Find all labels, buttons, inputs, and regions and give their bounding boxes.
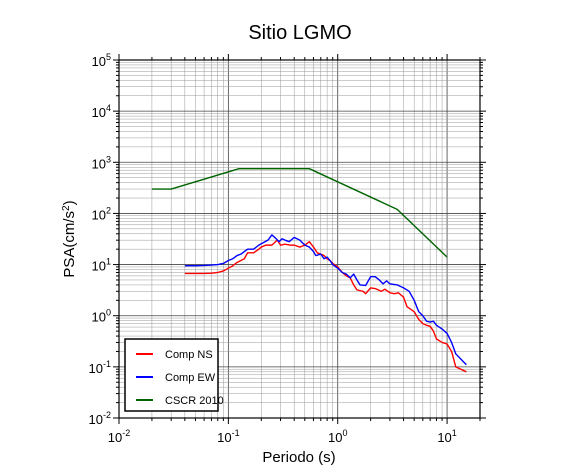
y-tick-label-exp: 1 <box>106 257 111 267</box>
series-line-0 <box>184 239 467 373</box>
x-tick-label-base: 10 <box>328 430 342 445</box>
legend-label-0: Comp NS <box>165 349 213 361</box>
y-tick-label: 101 <box>92 257 111 274</box>
y-tick-label: 100 <box>92 308 111 325</box>
x-tick-label-base: 10 <box>437 430 451 445</box>
y-tick-label-base: 10 <box>89 412 103 427</box>
series-layer <box>151 167 467 373</box>
y-axis-label-sup: 2 <box>61 205 72 211</box>
y-axis-label: PSA(cm/s2) <box>61 200 79 277</box>
y-tick-label: 104 <box>92 103 111 120</box>
y-tick-label: 103 <box>92 154 111 171</box>
y-tick-label-exp: 0 <box>106 308 111 318</box>
legend-label-1: Comp EW <box>165 372 216 384</box>
chart-title: Sitio LGMO <box>248 22 351 44</box>
x-tick-label: 10-1 <box>217 428 239 445</box>
y-tick-label-base: 10 <box>92 207 106 222</box>
x-tick-label: 101 <box>437 428 456 445</box>
y-tick-label-base: 10 <box>92 310 106 325</box>
x-tick-label-base: 10 <box>217 430 231 445</box>
legend: Comp NS Comp EW CSCR 2010 <box>124 338 224 412</box>
x-tick-label-exp: -1 <box>232 428 240 438</box>
x-axis-label: Periodo (s) <box>262 449 335 466</box>
series-line-2 <box>151 167 448 258</box>
x-tick-label-exp: 0 <box>342 428 347 438</box>
y-tick-label: 10-2 <box>89 410 111 427</box>
x-tick-label-base: 10 <box>108 430 122 445</box>
y-tick-label-exp: -1 <box>103 359 111 369</box>
x-tick-label-exp: 1 <box>452 428 457 438</box>
y-tick-label: 10-1 <box>89 359 111 376</box>
y-axis-label-close: ) <box>61 200 78 205</box>
y-tick-label-base: 10 <box>92 54 106 69</box>
y-tick-label-base: 10 <box>92 259 106 274</box>
y-tick-label-base: 10 <box>89 361 103 376</box>
y-tick-label-base: 10 <box>92 156 106 171</box>
y-tick-label: 105 <box>92 52 111 69</box>
y-axis-label-base: PSA(cm/s <box>61 211 78 278</box>
x-tick-label: 10-2 <box>108 428 130 445</box>
y-tick-label-exp: 4 <box>106 103 111 113</box>
y-tick-label-exp: 2 <box>106 205 111 215</box>
x-tick-label: 100 <box>328 428 347 445</box>
series-line-1 <box>184 234 467 366</box>
legend-label-2: CSCR 2010 <box>165 395 224 407</box>
y-tick-label-exp: -2 <box>103 410 111 420</box>
y-tick-label: 102 <box>92 205 111 222</box>
plot-frame <box>118 59 481 419</box>
y-tick-label-base: 10 <box>92 105 106 120</box>
grid <box>118 59 481 419</box>
ticks <box>113 54 486 424</box>
y-tick-label-exp: 3 <box>106 154 111 164</box>
x-tick-label-exp: -2 <box>122 428 130 438</box>
y-tick-label-exp: 5 <box>106 52 111 62</box>
